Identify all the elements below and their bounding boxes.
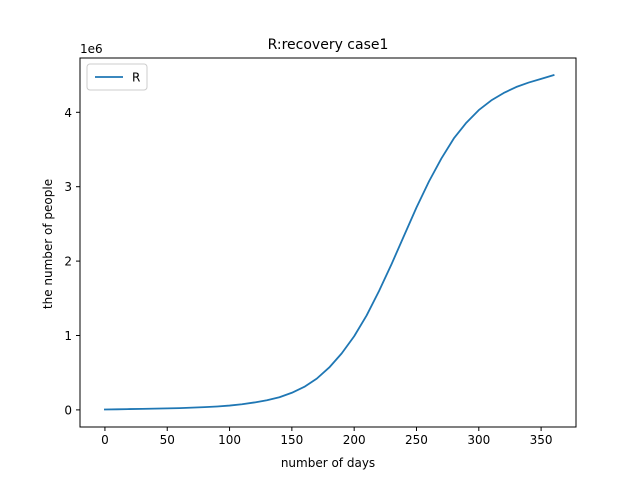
x-tick-label-300: 300: [467, 433, 490, 447]
x-tick-label-250: 250: [405, 433, 428, 447]
axes-frame: [79, 57, 577, 428]
x-tick-label-0: 0: [101, 433, 109, 447]
series-line-r: [104, 73, 555, 411]
y-tick-label-4: 4: [64, 106, 72, 120]
chart-legend: R: [86, 63, 148, 91]
x-tick-label-50: 50: [160, 433, 175, 447]
axes-layer: 0 50 100 150 200 250 300 350 0 1 2 3 4: [64, 57, 577, 447]
plot-layer: [104, 73, 555, 411]
y-tick-label-3: 3: [64, 180, 72, 194]
x-tick-label-100: 100: [218, 433, 241, 447]
x-axis-label: number of days: [281, 456, 375, 470]
y-tick-label-1: 1: [64, 329, 72, 343]
chart-title: R:recovery case1: [268, 37, 389, 53]
x-tick-label-200: 200: [343, 433, 366, 447]
x-tick-label-350: 350: [530, 433, 553, 447]
y-axis-label: the number of people: [41, 179, 55, 309]
y-tick-label-2: 2: [64, 255, 72, 269]
y-tick-label-0: 0: [64, 403, 72, 417]
legend-label-r: R: [132, 71, 140, 85]
y-axis-offset-label: 1e6: [80, 42, 103, 56]
x-tick-label-150: 150: [280, 433, 303, 447]
